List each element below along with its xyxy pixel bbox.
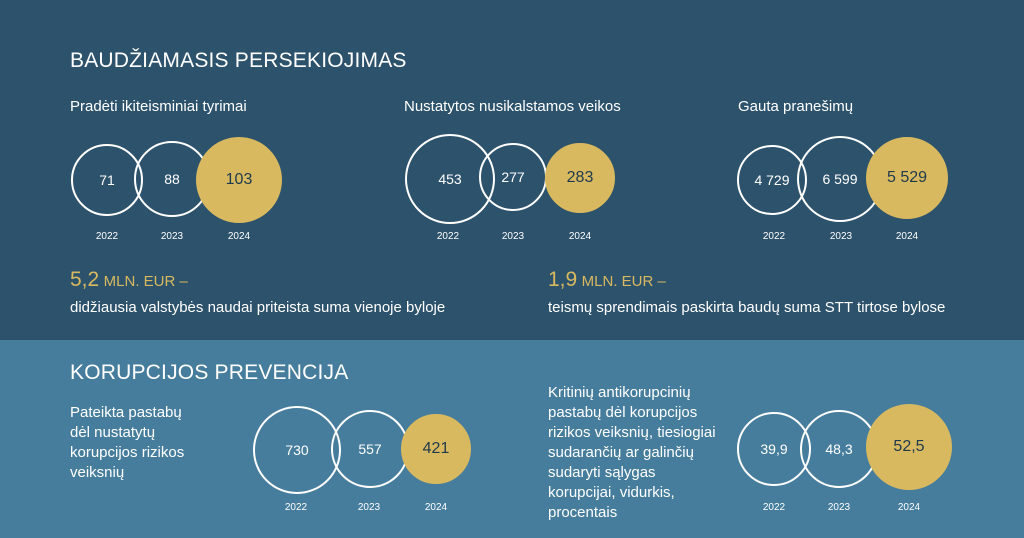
investigations-year-2022: 2022 bbox=[95, 231, 119, 242]
risk-remarks-2024-value: 421 bbox=[401, 414, 471, 484]
investigations-year-2023: 2023 bbox=[160, 231, 184, 242]
investigations-label: Pradėti ikiteisminiai tyrimai bbox=[70, 98, 247, 115]
risk-remarks-2023-value: 557 bbox=[331, 410, 409, 488]
reports-2024-value: 5 529 bbox=[866, 137, 948, 219]
fines-value: 1,9 bbox=[548, 268, 578, 291]
offences-2024-value: 283 bbox=[545, 143, 615, 213]
investigations-2024-value: 103 bbox=[196, 137, 282, 223]
fines-unit: MLN. EUR – bbox=[581, 273, 666, 290]
risk-remarks-label: Pateikta pastabų dėl nustatytų korupcijo… bbox=[70, 404, 185, 481]
risk-remarks-year-2022: 2022 bbox=[284, 502, 308, 513]
critical-remarks-label: Kritinių antikorupcinių pastabų dėl koru… bbox=[548, 384, 716, 521]
offences-label: Nustatytos nusikalstamos veikos bbox=[404, 98, 621, 115]
risk-remarks-year-2023: 2023 bbox=[357, 502, 381, 513]
critical-remarks-year-2023: 2023 bbox=[827, 502, 851, 513]
max-award-value: 5,2 bbox=[70, 268, 100, 291]
risk-remarks-year-2024: 2024 bbox=[424, 502, 448, 513]
investigations-2022-value: 71 bbox=[71, 144, 143, 216]
max-award-unit: MLN. EUR – bbox=[103, 273, 188, 290]
fines-amount: 1,9 MLN. EUR – bbox=[548, 268, 666, 292]
offences-year-2022: 2022 bbox=[436, 231, 460, 242]
max-award-description: didžiausia valstybės naudai priteista su… bbox=[70, 299, 446, 316]
offences-year-2024: 2024 bbox=[568, 231, 592, 242]
critical-remarks-year-2024: 2024 bbox=[897, 502, 921, 513]
reports-year-2023: 2023 bbox=[829, 231, 853, 242]
max-award-amount: 5,2 MLN. EUR – bbox=[70, 268, 188, 292]
fines-description: teismų sprendimais paskirta baudų suma S… bbox=[548, 299, 946, 316]
criminal-prosecution-heading: BAUDŽIAMASIS PERSEKIOJIMAS bbox=[70, 49, 407, 72]
reports-year-2022: 2022 bbox=[762, 231, 786, 242]
critical-remarks-2024-value: 52,5 bbox=[866, 404, 952, 490]
reports-year-2024: 2024 bbox=[895, 231, 919, 242]
offences-2023-value: 277 bbox=[479, 143, 547, 211]
reports-label: Gauta pranešimų bbox=[738, 98, 854, 115]
critical-remarks-year-2022: 2022 bbox=[762, 502, 786, 513]
risk-remarks-2022-value: 730 bbox=[253, 406, 341, 494]
investigations-year-2024: 2024 bbox=[227, 231, 251, 242]
corruption-prevention-heading: KORUPCIJOS PREVENCIJA bbox=[70, 361, 349, 384]
offences-year-2023: 2023 bbox=[501, 231, 525, 242]
